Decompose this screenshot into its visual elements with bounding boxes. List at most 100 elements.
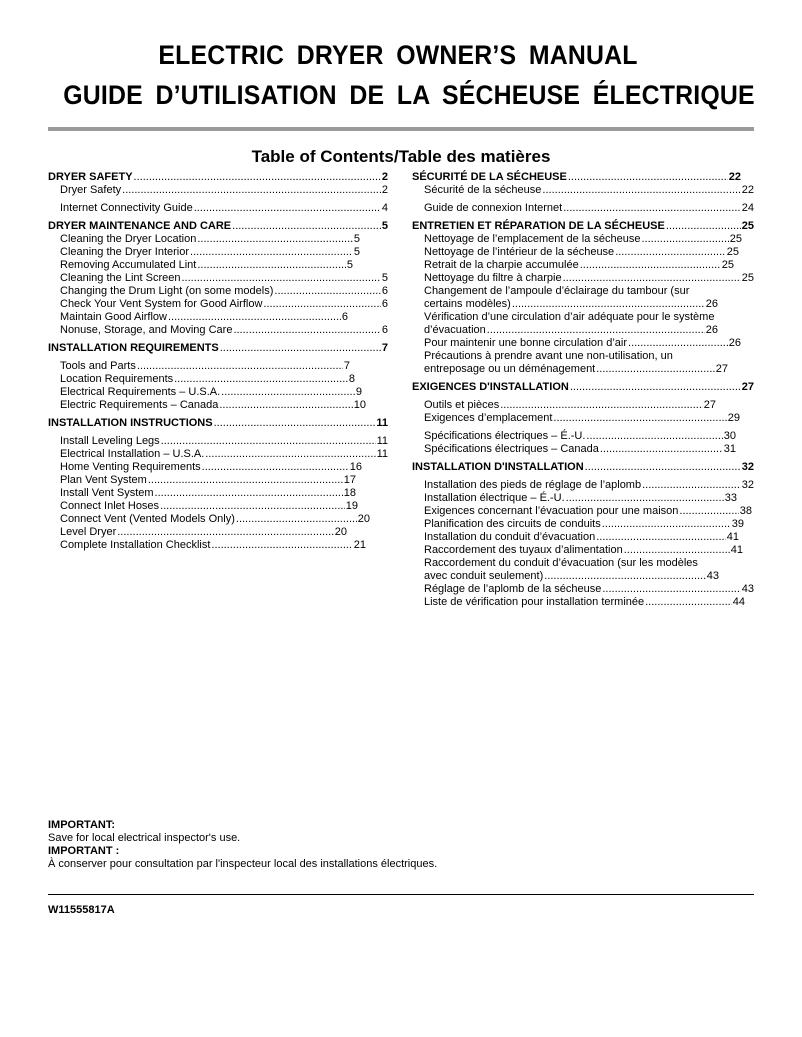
toc-entry[interactable]: Electrical Requirements – U.S.A. 9 <box>48 386 388 399</box>
toc-entry[interactable]: Maintain Good Airflow 6 <box>48 311 388 324</box>
toc-entry[interactable]: Vérification d’une circulation d’air adé… <box>412 311 754 337</box>
footer-rule <box>48 894 754 895</box>
toc-page-number: 18 <box>343 487 356 499</box>
toc-entry[interactable]: Cleaning the Dryer Interior 5 <box>48 246 388 259</box>
toc-section-title: DRYER SAFETY <box>48 171 133 183</box>
dot-leader <box>160 500 345 513</box>
toc-entry[interactable]: Tools and Parts 7 <box>48 360 388 373</box>
toc-entry[interactable]: Planification des circuits de conduits 39 <box>412 518 754 531</box>
toc-entry[interactable]: Home Venting Requirements 16 <box>48 461 388 474</box>
toc-entry[interactable]: Install Vent System 18 <box>48 487 388 500</box>
toc-entry[interactable]: Raccordement des tuyaux d’alimentation 41 <box>412 544 754 557</box>
toc-section-title: DRYER MAINTENANCE AND CARE <box>48 220 232 232</box>
toc-entry[interactable]: DRYER SAFETY 2 <box>48 171 388 184</box>
dot-leader <box>600 443 723 456</box>
dot-leader <box>615 246 726 259</box>
toc-entry-title: Pour maintenir une bonne circulation d’a… <box>424 337 628 349</box>
toc-page-number: 26 <box>705 324 718 336</box>
header-rule <box>48 127 754 131</box>
toc-entry[interactable]: Exigences concernant l’évacuation pour u… <box>412 505 754 518</box>
important-text-fr: À conserver pour consultation par l'insp… <box>48 858 438 870</box>
toc-entry[interactable]: Installation du conduit d’évacuation 41 <box>412 531 754 544</box>
toc-section-title: INSTALLATION REQUIREMENTS <box>48 342 219 354</box>
toc-entry[interactable]: Installation des pieds de réglage de l’a… <box>412 479 754 492</box>
toc-entry[interactable]: Changing the Drum Light (on some models)… <box>48 285 388 298</box>
toc-entry[interactable]: Nonuse, Storage, and Moving Care 6 <box>48 324 388 337</box>
toc-entry[interactable]: EXIGENCES D'INSTALLATION 27 <box>412 381 754 394</box>
dot-leader <box>553 412 726 425</box>
toc-entry[interactable]: Removing Accumulated Lint 5 <box>48 259 388 272</box>
toc-entry[interactable]: Réglage de l’aplomb de la sécheuse 43 <box>412 583 754 596</box>
toc-entry[interactable]: Spécifications électriques – É.-U. 30 <box>412 430 754 443</box>
toc-entry[interactable]: Internet Connectivity Guide 4 <box>48 202 388 215</box>
toc-entry[interactable]: Nettoyage de l’emplacement de la sécheus… <box>412 233 754 246</box>
toc-page-number: 7 <box>381 342 388 354</box>
toc-entry-title: Cleaning the Dryer Interior <box>60 246 190 258</box>
toc-entry[interactable]: ENTRETIEN ET RÉPARATION DE LA SÉCHEUSE 25 <box>412 220 754 233</box>
toc-page-number: 44 <box>732 596 745 608</box>
toc-entry[interactable]: Nettoyage du filtre à charpie 25 <box>412 272 754 285</box>
toc-entry-title: Nonuse, Storage, and Moving Care <box>60 324 233 336</box>
toc-entry[interactable]: Electric Requirements – Canada 10 <box>48 399 388 412</box>
toc-entry[interactable]: Précautions à prendre avant une non-util… <box>412 350 754 376</box>
toc-entry[interactable]: Level Dryer 20 <box>48 526 388 539</box>
important-label-en: IMPORTANT: <box>48 819 116 831</box>
toc-entry[interactable]: Installation électrique – É.-U. 33 <box>412 492 754 505</box>
toc-entry-title: entreposage ou un déménagement <box>424 363 596 375</box>
toc-entry[interactable]: Nettoyage de l’intérieur de la sécheuse 2… <box>412 246 754 259</box>
toc-entry[interactable]: SÉCURITÉ DE LA SÉCHEUSE 22 <box>412 171 754 184</box>
toc-page-number: 38 <box>739 505 752 517</box>
toc-entry[interactable]: Outils et pièces 27 <box>412 399 754 412</box>
toc-entry-title: Removing Accumulated Lint <box>60 259 197 271</box>
toc-section-title: INSTALLATION INSTRUCTIONS <box>48 417 213 429</box>
toc-entry[interactable]: Pour maintenir une bonne circulation d’a… <box>412 337 754 350</box>
dot-leader <box>197 233 353 246</box>
part-number: W11555817A <box>48 904 115 916</box>
toc-entry[interactable]: Liste de vérification pour installation … <box>412 596 754 609</box>
dot-leader <box>174 373 348 386</box>
toc-entry[interactable]: Raccordement du conduit d’évacuation (su… <box>412 557 754 583</box>
dot-leader <box>263 298 380 311</box>
dot-leader <box>563 202 741 215</box>
toc-entry[interactable]: Changement de l’ampoule d’éclairage du t… <box>412 285 754 311</box>
toc-page-number: 31 <box>723 443 736 455</box>
toc-entry[interactable]: Cleaning the Lint Screen 5 <box>48 272 388 285</box>
dot-leader <box>544 570 706 583</box>
toc-entry[interactable]: DRYER MAINTENANCE AND CARE 5 <box>48 220 388 233</box>
toc-entry-title: Sécurité de la sécheuse <box>424 184 542 196</box>
toc-entry-title: avec conduit seulement) <box>424 570 544 582</box>
toc-entry[interactable]: Connect Vent (Vented Models Only) 20 <box>48 513 388 526</box>
dot-leader <box>214 417 376 430</box>
toc-entry[interactable]: Connect Inlet Hoses 19 <box>48 500 388 513</box>
toc-page-number: 32 <box>741 479 754 491</box>
toc-page-number: 26 <box>705 298 718 310</box>
toc-entry[interactable]: Complete Installation Checklist 21 <box>48 539 388 552</box>
toc-entry[interactable]: INSTALLATION REQUIREMENTS 7 <box>48 342 388 355</box>
dot-leader <box>624 544 730 557</box>
toc-entry[interactable]: Guide de connexion Internet 24 <box>412 202 754 215</box>
toc-entry[interactable]: Dryer Safety 2 <box>48 184 388 197</box>
toc-page-number: 43 <box>706 570 719 582</box>
toc-page-number: 43 <box>741 583 754 595</box>
toc-entry[interactable]: Check Your Vent System for Good Airflow 6 <box>48 298 388 311</box>
toc-page-number: 11 <box>376 448 388 460</box>
toc-entry[interactable]: Cleaning the Dryer Location 5 <box>48 233 388 246</box>
toc-entry[interactable]: Location Requirements 8 <box>48 373 388 386</box>
toc-entry[interactable]: INSTALLATION INSTRUCTIONS 11 <box>48 417 388 430</box>
toc-entry[interactable]: Plan Vent System 17 <box>48 474 388 487</box>
toc-page-number: 6 <box>381 298 388 310</box>
toc-entry[interactable]: Retrait de la charpie accumulée 25 <box>412 259 754 272</box>
toc-entry-title: Complete Installation Checklist <box>60 539 211 551</box>
toc-entry[interactable]: Electrical Installation – U.S.A. 11 <box>48 448 388 461</box>
dot-leader <box>122 184 381 197</box>
toc-entry[interactable]: Spécifications électriques – Canada 31 <box>412 443 754 456</box>
toc-page-number: 19 <box>345 500 358 512</box>
toc-entry-title: Connect Vent (Vented Models Only) <box>60 513 235 525</box>
dot-leader <box>666 220 741 233</box>
toc-entry[interactable]: Sécurité de la sécheuse 22 <box>412 184 754 197</box>
toc-entry-title: Location Requirements <box>60 373 174 385</box>
toc-section-title: ENTRETIEN ET RÉPARATION DE LA SÉCHEUSE <box>412 220 665 232</box>
toc-entry[interactable]: Install Leveling Legs 11 <box>48 435 388 448</box>
toc-entry[interactable]: Exigences d’emplacement 29 <box>412 412 754 425</box>
toc-entry[interactable]: INSTALLATION D'INSTALLATION 32 <box>412 461 754 474</box>
